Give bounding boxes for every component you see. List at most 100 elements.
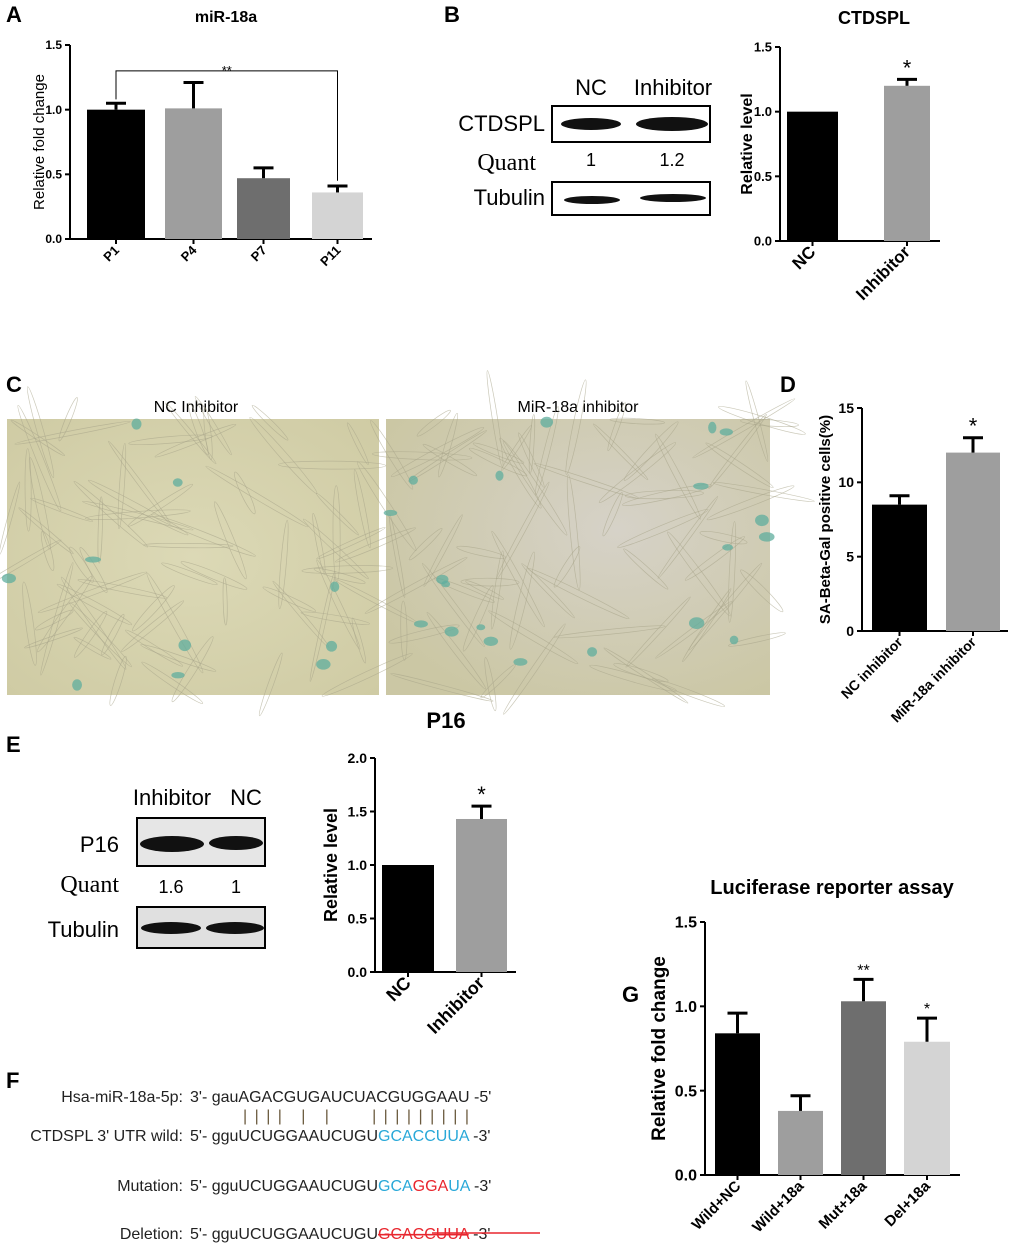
- cell-outline: [491, 530, 545, 628]
- wild-label: CTDSPL 3' UTR wild:: [30, 1128, 183, 1145]
- stained-cell: [316, 659, 331, 670]
- cell-outline: [321, 653, 413, 697]
- cell-outline: [712, 482, 815, 503]
- quant-value: 1.2: [659, 150, 684, 170]
- cell-outline: [388, 624, 460, 644]
- blot-band: [140, 836, 204, 852]
- stained-cell: [330, 581, 340, 592]
- cell-outline: [623, 548, 669, 590]
- bar-p7: [237, 178, 290, 239]
- stained-cell: [476, 624, 486, 631]
- cell-outline: [565, 379, 587, 475]
- cell-outline: [460, 577, 520, 587]
- cell-outline: [35, 609, 74, 631]
- cell-outline: [74, 610, 108, 658]
- cell-outline: [128, 434, 214, 446]
- cell-outline: [533, 462, 639, 499]
- blot-row-label: Tubulin: [48, 917, 119, 942]
- cell-outline: [258, 652, 283, 717]
- y-tick-label: 5: [846, 549, 854, 565]
- cell-outline: [625, 596, 691, 668]
- cell-outline: [69, 546, 94, 583]
- cell-outline: [503, 623, 566, 715]
- x-tick-label: P4: [178, 242, 200, 264]
- cell-outline: [657, 496, 719, 579]
- seq: gguUCUGGAAUCUGU: [212, 1226, 378, 1243]
- significance-marker: *: [903, 55, 912, 80]
- blot-row-label: CTDSPL: [458, 111, 545, 136]
- blot-lane-label: NC: [575, 75, 607, 100]
- bar-nc-inhibitor: [872, 504, 927, 631]
- chart-title: CTDSPL: [838, 8, 910, 28]
- cell-outline: [472, 442, 525, 464]
- cell-outline: [688, 562, 763, 651]
- blot-row-label: Tubulin: [474, 185, 545, 210]
- y-axis-label: Relative fold change: [649, 956, 670, 1141]
- stained-cell: [722, 544, 734, 551]
- cell-outline: [651, 678, 726, 707]
- y-tick-label: 1.0: [45, 103, 62, 117]
- stained-cell: [85, 556, 101, 563]
- cell-outline: [40, 562, 74, 676]
- bar-nc: [382, 865, 434, 972]
- cell-outline: [77, 579, 167, 599]
- y-tick-label: 0.0: [675, 1168, 697, 1185]
- stained-cell: [441, 580, 451, 588]
- mir-label: Hsa-miR-18a-5p:: [61, 1089, 183, 1106]
- stained-cell: [729, 635, 739, 645]
- cell-outline: [24, 448, 32, 532]
- cell-outline: [143, 542, 234, 549]
- cell-outline: [56, 583, 133, 626]
- y-tick-label: 0.5: [45, 168, 62, 182]
- bar-inhibitor: [884, 85, 930, 241]
- image-caption: MiR-18a inhibitor: [518, 399, 640, 416]
- blot-band: [141, 922, 201, 934]
- y-tick-label: 1.0: [675, 999, 697, 1016]
- cell-outline: [699, 531, 748, 545]
- cell-outline: [740, 418, 799, 428]
- stained-cell: [758, 532, 775, 542]
- panel-label-c: C: [6, 372, 22, 397]
- cell-outline: [97, 496, 103, 564]
- significance-marker: **: [857, 962, 869, 979]
- cell-outline: [351, 617, 367, 664]
- seq-suffix: -3': [469, 1128, 491, 1145]
- bar-p4: [165, 108, 222, 239]
- blot-row-label: Quant: [60, 872, 119, 898]
- cell-outline: [421, 563, 485, 647]
- cell-outline: [40, 530, 55, 571]
- cell-outline: [603, 647, 689, 704]
- bar-mir-18a-inhibitor: [946, 452, 1000, 631]
- blot-band: [561, 118, 621, 130]
- x-tick-label: Inhibitor: [852, 242, 914, 304]
- western-blot-e: Inhibitor NC P16 Quant Tubulin 1.6 1: [48, 785, 266, 949]
- y-tick-label: 0.5: [348, 910, 368, 926]
- x-tick-label: P11: [317, 243, 343, 269]
- cell-outline: [69, 602, 132, 668]
- cell-outline: [692, 398, 796, 459]
- blot-lane-label: NC: [230, 785, 262, 810]
- blot-row-label: P16: [80, 832, 119, 857]
- stained-cell: [413, 620, 428, 628]
- cell-outline: [194, 396, 232, 456]
- stained-cell: [171, 671, 185, 679]
- x-tick-label: Wild+18a: [749, 1177, 808, 1236]
- bar-p11: [312, 192, 363, 239]
- cell-outline: [390, 426, 485, 477]
- cell-outline: [73, 480, 148, 548]
- cell-outline: [408, 528, 443, 561]
- seq-prefix: 5'-: [190, 1128, 212, 1145]
- chart-title: P16: [426, 708, 465, 733]
- cell-outline: [708, 413, 767, 489]
- stained-cell: [587, 647, 598, 657]
- x-tick-label: Mut+18a: [816, 1177, 871, 1232]
- panel-label-a: A: [6, 2, 22, 27]
- y-tick-label: 1.5: [45, 38, 62, 52]
- cell-outline: [222, 577, 228, 626]
- x-tick-label: Wild+NC: [689, 1178, 745, 1234]
- bar-p1: [87, 109, 145, 240]
- cell-outline: [278, 519, 289, 610]
- cell-outline: [609, 417, 665, 425]
- seed-site: GCA: [378, 1178, 413, 1195]
- y-axis-label: Relative level: [739, 93, 756, 194]
